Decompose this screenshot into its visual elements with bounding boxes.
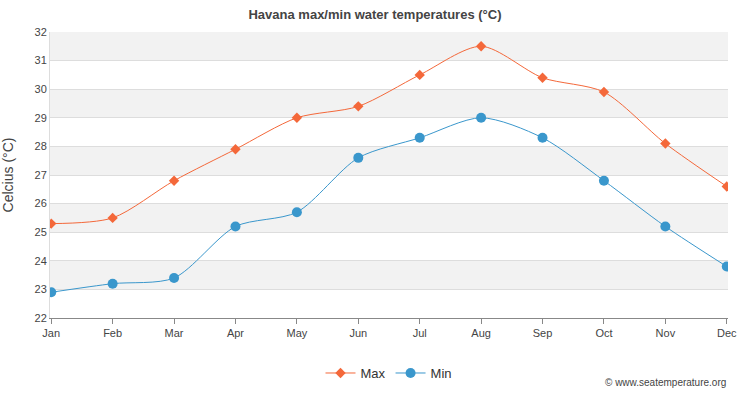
svg-text:31: 31: [35, 54, 47, 66]
svg-text:Sep: Sep: [533, 327, 553, 339]
svg-text:30: 30: [35, 83, 47, 95]
svg-text:Jan: Jan: [42, 327, 60, 339]
svg-text:29: 29: [35, 112, 47, 124]
svg-text:25: 25: [35, 226, 47, 238]
svg-text:Nov: Nov: [656, 327, 676, 339]
svg-text:Jun: Jun: [349, 327, 367, 339]
svg-text:27: 27: [35, 169, 47, 181]
svg-text:32: 32: [35, 26, 47, 38]
svg-text:Jul: Jul: [413, 327, 427, 339]
svg-text:Celcius (°C): Celcius (°C): [0, 138, 16, 213]
svg-text:26: 26: [35, 197, 47, 209]
svg-text:23: 23: [35, 283, 47, 295]
svg-text:Feb: Feb: [103, 327, 122, 339]
svg-text:22: 22: [35, 312, 47, 324]
svg-text:Max: Max: [361, 366, 386, 381]
svg-text:28: 28: [35, 140, 47, 152]
svg-text:Oct: Oct: [595, 327, 612, 339]
svg-text:Aug: Aug: [471, 327, 491, 339]
svg-text:May: May: [286, 327, 307, 339]
svg-text:© www.seatemperature.org: © www.seatemperature.org: [605, 377, 726, 388]
svg-text:24: 24: [35, 255, 47, 267]
svg-text:Dec: Dec: [717, 327, 737, 339]
svg-text:Min: Min: [431, 366, 452, 381]
svg-text:Apr: Apr: [227, 327, 244, 339]
svg-text:Mar: Mar: [165, 327, 184, 339]
svg-text:Havana max/min water temperatu: Havana max/min water temperatures (°C): [248, 7, 501, 22]
